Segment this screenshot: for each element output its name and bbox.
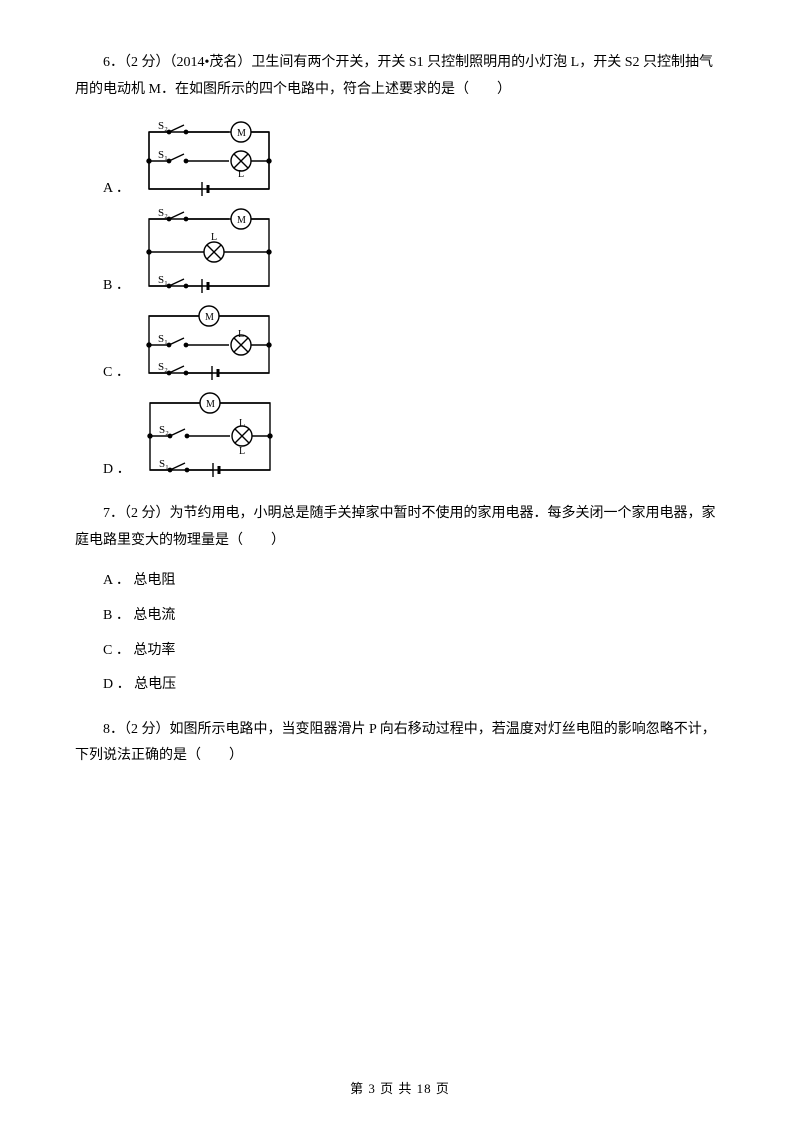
question-6: 6．（2 分）（2014•茂名）卫生间有两个开关，开关 S1 只控制照明用的小灯…: [75, 50, 725, 483]
svg-text:L: L: [238, 169, 244, 180]
svg-text:M: M: [237, 128, 246, 139]
option-letter: B ．: [103, 273, 130, 300]
svg-text:M: M: [206, 399, 215, 410]
circuit-c-icon: M S₁ L S₂: [134, 301, 284, 386]
option-text: C ． 总功率: [103, 638, 175, 665]
q7-option-a[interactable]: A ． 总电阻: [103, 568, 725, 595]
option-letter: C ．: [103, 360, 130, 387]
q6-option-d[interactable]: D ．: [103, 388, 725, 483]
svg-text:S₂: S₂: [158, 361, 168, 373]
svg-text:M: M: [205, 312, 214, 323]
svg-text:L: L: [239, 418, 245, 429]
question-8: 8．（2 分）如图所示电路中，当变阻器滑片 P 向右移动过程中，若温度对灯丝电阻…: [75, 717, 725, 770]
q6-option-a[interactable]: A ．: [103, 117, 725, 202]
svg-text:M: M: [237, 215, 246, 226]
circuit-d-icon: M S₂ L L S₁: [135, 388, 285, 483]
page-footer: 第 3 页 共 18 页: [0, 1077, 800, 1102]
q7-option-d[interactable]: D ． 总电压: [103, 672, 725, 699]
svg-text:S₂: S₂: [158, 120, 168, 132]
svg-text:S₁: S₁: [159, 458, 169, 470]
question-7: 7．（2 分）为节约用电，小明总是随手关掉家中暂时不使用的家用电器．每多关闭一个…: [75, 501, 725, 699]
q6-stem: 6．（2 分）（2014•茂名）卫生间有两个开关，开关 S1 只控制照明用的小灯…: [75, 50, 725, 103]
svg-text:S₂: S₂: [158, 207, 168, 219]
q8-stem: 8．（2 分）如图所示电路中，当变阻器滑片 P 向右移动过程中，若温度对灯丝电阻…: [75, 717, 725, 770]
option-text: A ． 总电阻: [103, 568, 175, 595]
svg-text:L: L: [238, 329, 244, 340]
svg-text:S₁: S₁: [158, 149, 168, 161]
svg-text:S₂: S₂: [159, 424, 169, 436]
option-letter: A ．: [103, 176, 130, 203]
svg-text:L: L: [211, 232, 217, 243]
option-text: D ． 总电压: [103, 672, 176, 699]
q6-option-b[interactable]: B ．: [103, 204, 725, 299]
option-letter: D ．: [103, 457, 131, 484]
svg-text:S₁: S₁: [158, 333, 168, 345]
svg-text:S₁: S₁: [158, 274, 168, 286]
q7-option-c[interactable]: C ． 总功率: [103, 638, 725, 665]
option-text: B ． 总电流: [103, 603, 175, 630]
circuit-a-icon: S₂ S₁ M L: [134, 117, 284, 202]
q6-option-c[interactable]: C ．: [103, 301, 725, 386]
q7-stem: 7．（2 分）为节约用电，小明总是随手关掉家中暂时不使用的家用电器．每多关闭一个…: [75, 501, 725, 554]
svg-text:L: L: [239, 446, 245, 457]
q7-option-b[interactable]: B ． 总电流: [103, 603, 725, 630]
circuit-b-icon: S₂ L M S₁: [134, 204, 284, 299]
